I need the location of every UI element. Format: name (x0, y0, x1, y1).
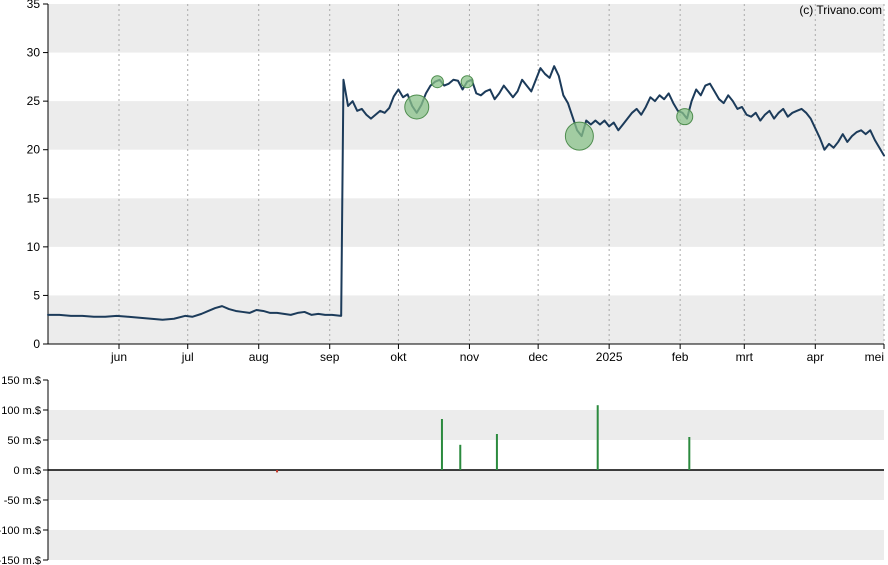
y-tick-label: 0 m.$ (13, 465, 41, 477)
y-tick-label: 15 (27, 191, 41, 205)
x-tick-label: aug (249, 350, 269, 364)
volume-bar (496, 434, 498, 470)
event-marker (565, 122, 593, 150)
x-tick-label: feb (672, 350, 689, 364)
y-tick-label: 50 m.$ (7, 435, 41, 447)
volume-bar (688, 437, 690, 470)
x-tick-label: jun (110, 350, 127, 364)
y-tick-label: -100 m.$ (0, 525, 41, 537)
event-marker (461, 76, 473, 88)
y-tick-label: 30 (27, 46, 41, 60)
y-tick-label: 25 (27, 94, 41, 108)
x-tick-label: 2025 (596, 350, 623, 364)
volume-chart: -150 m.$ -100 m.$ -50 m.$ 0 m.$ 50 m.$ 100 m.… (0, 375, 884, 565)
x-tick-label: mrt (736, 350, 754, 364)
event-marker (405, 95, 429, 119)
y-tick-label: 35 (27, 0, 41, 11)
volume-bar (597, 405, 599, 470)
y-tick-label: 0 (33, 337, 40, 351)
x-tick-label: apr (807, 350, 824, 364)
x-tick-label: mei (865, 350, 884, 364)
x-tick-label: okt (390, 350, 407, 364)
y-tick-label: -150 m.$ (0, 555, 41, 565)
y-tick-label: 5 (33, 288, 40, 302)
x-tick-label: jul (181, 350, 194, 364)
y-tick-label: -50 m.$ (4, 495, 41, 507)
volume-bar (441, 419, 443, 470)
y-tick-label: 10 (27, 240, 41, 254)
y-tick-label: 150 m.$ (1, 375, 41, 387)
x-tick-label: dec (528, 350, 547, 364)
event-marker (677, 109, 693, 125)
price-chart: junjulaugsepoktnovdec2025febmrtaprmei051… (27, 0, 884, 364)
volume-bar (459, 445, 461, 470)
y-tick-label: 20 (27, 143, 41, 157)
x-tick-label: nov (460, 350, 479, 364)
watermark: (c) Trivano.com (799, 3, 882, 17)
x-tick-label: sep (320, 350, 340, 364)
y-tick-label: 100 m.$ (1, 405, 41, 417)
event-marker (431, 76, 443, 88)
volume-bar (276, 470, 278, 472)
